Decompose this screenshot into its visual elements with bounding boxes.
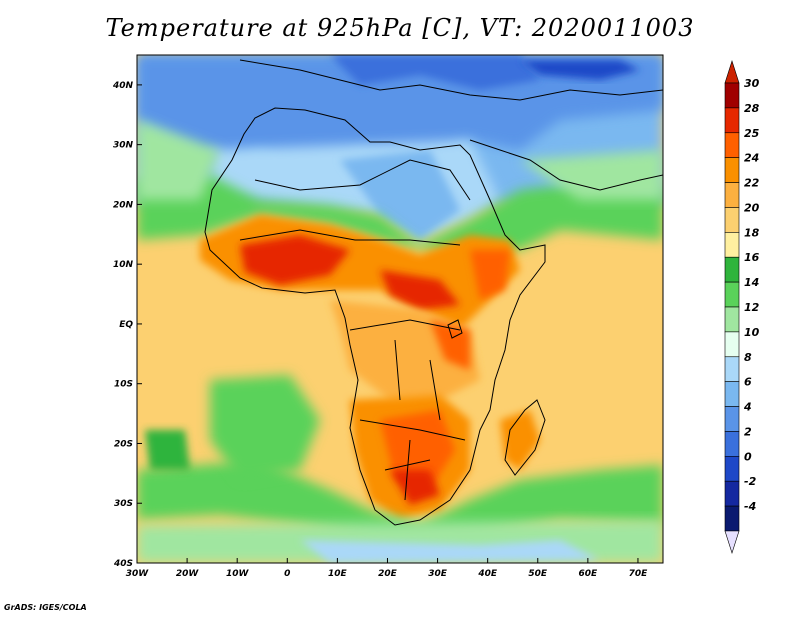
lon-tick-label: 30W (126, 569, 150, 579)
africa-coastline (204, 107, 546, 526)
colorbar-swatch (724, 381, 740, 407)
lake-victoria (447, 319, 463, 339)
lat-tick-label: 10S (114, 380, 133, 390)
arabia-coastline (469, 139, 663, 191)
colorbar-swatch (724, 82, 740, 109)
colorbar-label: 18 (744, 226, 760, 239)
coastline-outline (204, 59, 663, 526)
colorbar-swatch (724, 132, 740, 158)
colorbar-swatch (724, 281, 740, 308)
colorbar-swatch (724, 480, 740, 507)
lat-tick-label: 20S (114, 439, 133, 449)
colorbar-swatch (724, 406, 740, 432)
colorbar-label: 25 (744, 127, 760, 140)
colorbar-label: -4 (744, 500, 756, 513)
border-central (349, 319, 461, 421)
colorbar-label: 10 (744, 326, 760, 339)
europe-coastline (239, 59, 663, 101)
colorbar-label: 28 (744, 102, 760, 115)
colorbar-swatch (724, 157, 740, 183)
lon-tick-label: 40E (477, 569, 498, 579)
colorbar-label: 30 (744, 77, 760, 90)
colorbar-label: 16 (744, 251, 760, 264)
colorbar-swatch (724, 431, 740, 457)
temperature-field (137, 55, 663, 563)
map-title: Temperature at 925hPa [C], VT: 202001100… (105, 14, 695, 42)
colorbar-label: 20 (744, 201, 760, 214)
lon-tick-label: 20W (176, 569, 200, 579)
lat-tick-label: 10N (113, 260, 134, 270)
lon-tick-label: 60E (579, 569, 599, 579)
grads-credit: GrADS: IGES/COLA (4, 603, 87, 612)
colorbar-label: 14 (744, 276, 759, 289)
lat-tick-label: 40S (113, 559, 133, 569)
colorbar-swatch (724, 256, 740, 283)
lon-tick-label: 0 (284, 569, 290, 579)
colorbar-swatch (724, 306, 740, 333)
lon-tick-label: 10E (328, 569, 348, 579)
lon-tick-label: 30E (428, 569, 448, 579)
lat-tick-label: 30S (114, 499, 133, 509)
colorbar-label: 22 (744, 177, 760, 190)
colorbar-swatch (724, 356, 740, 382)
lat-tick-label: 20N (113, 200, 134, 210)
colorbar-min-arrow (724, 530, 740, 554)
colorbar-label: 0 (744, 450, 752, 463)
colorbar-swatch (724, 207, 740, 233)
map-axes: 30W 20W 10W 0 10E 20E 30E 40E 50E 60E 70E 40N 30N 20N… (112, 81, 648, 579)
border-sahara (254, 159, 471, 201)
border-south (359, 419, 466, 501)
colorbar-label: -2 (744, 475, 757, 488)
lat-tick-label: 30N (113, 141, 134, 151)
colorbar-label: 4 (743, 401, 752, 414)
colorbar-swatch (724, 456, 740, 482)
madagascar-coastline (504, 399, 546, 476)
colorbar-label: 2 (744, 425, 752, 438)
colorbar-swatch (724, 331, 740, 358)
colorbar-swatch (724, 182, 740, 208)
lon-tick-label: 50E (528, 569, 548, 579)
plot-frame (136, 54, 664, 564)
border-sahel (239, 229, 461, 246)
lat-tick-label: EQ (119, 320, 133, 330)
lon-tick-label: 70E (629, 569, 649, 579)
colorbar-label: 24 (744, 152, 759, 165)
colorbar-max-arrow (724, 60, 740, 84)
colorbar-label: 8 (744, 351, 752, 364)
colorbar-swatch (724, 232, 740, 258)
colorbar-label: 6 (744, 376, 752, 389)
lon-tick-label: 10W (226, 569, 250, 579)
colorbar-label: 12 (744, 301, 760, 314)
lon-tick-label: 20E (378, 569, 398, 579)
lat-tick-label: 40N (112, 81, 134, 91)
colorbar-swatch (724, 505, 740, 532)
colorbar-swatch (724, 107, 740, 134)
